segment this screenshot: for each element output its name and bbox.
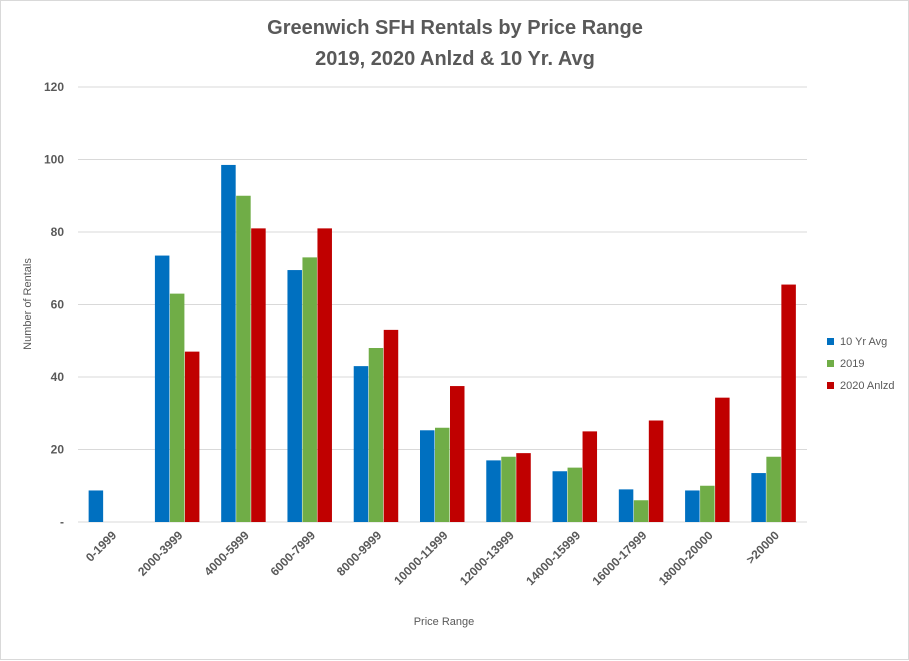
bar-10-yr-avg-3 [287, 270, 302, 522]
bar-2020-anlzd-8 [648, 420, 664, 522]
chart-title: Greenwich SFH Rentals by Price Range [267, 17, 643, 39]
y-tick-label: 20 [51, 443, 65, 457]
bar-2020-anlzd-5 [450, 386, 465, 522]
y-axis-ticks: - 20 40 60 80 100 120 [44, 80, 64, 529]
x-axis-ticks: 0-1999 2000-3999 4000-5999 6000-7999 8000-99… [83, 528, 782, 588]
bar-2020-anlzd-6 [516, 453, 531, 522]
bar-2019-4 [368, 348, 384, 522]
x-tick-label: 14000-15999 [523, 528, 583, 588]
bar-10-yr-avg-4 [353, 366, 369, 522]
y-tick-label: 100 [44, 153, 64, 167]
bar-2020-anlzd-7 [582, 431, 598, 522]
bar-2020-anlzd-1 [184, 351, 200, 522]
chart-subtitle: 2019, 2020 Anlzd & 10 Yr. Avg [315, 48, 595, 70]
bar-2019-7 [567, 467, 583, 522]
x-tick-label: >20000 [744, 528, 783, 567]
bars [88, 164, 796, 522]
x-tick-label: 18000-20000 [656, 528, 716, 588]
x-tick-label: 0-1999 [83, 528, 120, 565]
bar-2020-anlzd-3 [317, 228, 332, 522]
y-tick-label: - [60, 515, 64, 529]
bar-10-yr-avg-9 [685, 490, 700, 522]
y-tick-label: 120 [44, 80, 64, 94]
bar-2019-5 [435, 427, 450, 522]
x-tick-label: 6000-7999 [268, 528, 319, 579]
y-tick-label: 80 [51, 225, 65, 239]
legend: 10 Yr Avg 2019 2020 Anlzd [827, 336, 894, 392]
bar-10-yr-avg-10 [751, 473, 766, 522]
bar-2020-anlzd-2 [251, 228, 266, 522]
bar-10-yr-avg-2 [221, 164, 236, 522]
legend-label: 2019 [840, 358, 864, 370]
y-tick-label: 60 [51, 298, 65, 312]
legend-swatch [827, 360, 834, 367]
bar-2020-anlzd-9 [715, 397, 730, 522]
bar-2019-10 [766, 456, 781, 522]
bar-2019-9 [700, 485, 715, 522]
y-tick-label: 40 [51, 370, 65, 384]
x-tick-label: 10000-11999 [391, 528, 451, 588]
bar-10-yr-avg-7 [552, 471, 568, 522]
bar-2019-1 [169, 293, 185, 522]
bar-2019-8 [633, 500, 649, 522]
bar-2019-6 [501, 456, 516, 522]
x-tick-label: 4000-5999 [201, 528, 252, 579]
bar-10-yr-avg-5 [420, 430, 435, 522]
x-tick-label: 2000-3999 [135, 528, 186, 579]
bar-10-yr-avg-1 [154, 255, 170, 522]
bar-2020-anlzd-4 [383, 329, 399, 522]
x-axis-title: Price Range [414, 616, 475, 628]
bar-2019-3 [302, 257, 317, 522]
bar-10-yr-avg-8 [618, 489, 634, 522]
legend-label: 2020 Anlzd [840, 380, 894, 392]
legend-label: 10 Yr Avg [840, 336, 887, 348]
legend-swatch [827, 338, 834, 345]
gridlines [78, 86, 807, 523]
legend-swatch [827, 382, 834, 389]
bar-10-yr-avg-0 [88, 490, 104, 522]
x-tick-label: 12000-13999 [457, 528, 517, 588]
x-tick-label: 8000-9999 [334, 528, 385, 579]
bar-2020-anlzd-10 [781, 284, 796, 522]
bar-10-yr-avg-6 [486, 460, 501, 522]
bar-2019-2 [236, 195, 251, 522]
y-axis-title: Number of Rentals [22, 258, 34, 350]
x-tick-label: 16000-17999 [590, 528, 650, 588]
